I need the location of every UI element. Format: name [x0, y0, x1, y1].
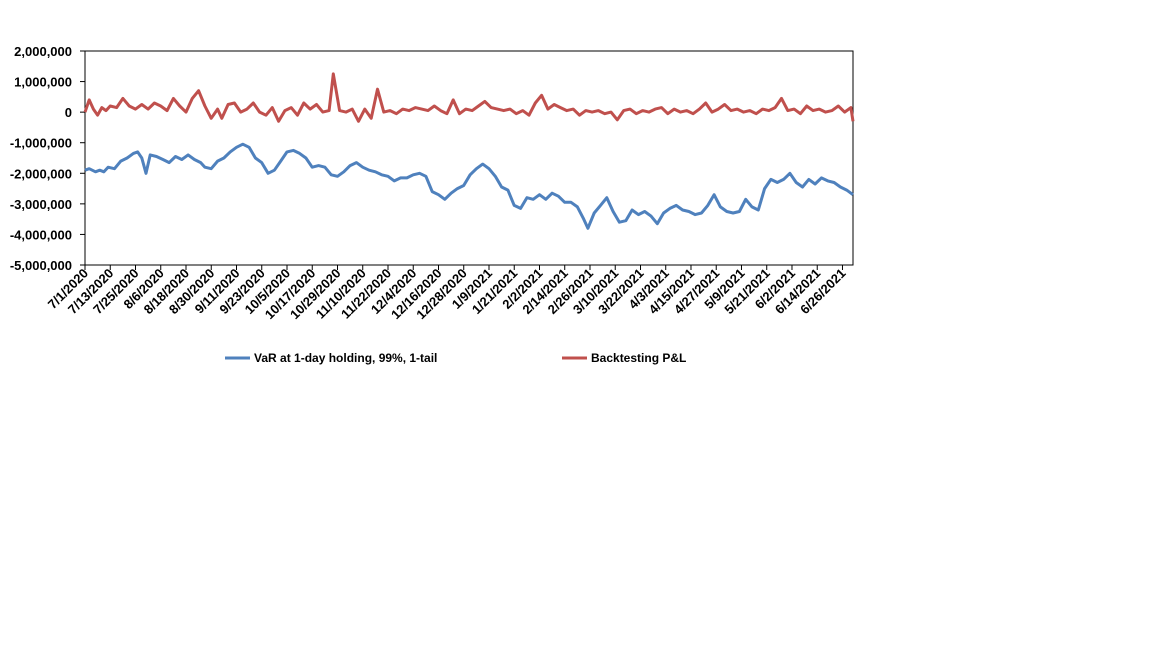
- series-line-var: [84, 142, 854, 230]
- legend: VaR at 1-day holding, 99%, 1-tail Backte…: [225, 351, 686, 365]
- y-tick-label: -3,000,000: [10, 197, 72, 212]
- y-tick-label: 1,000,000: [14, 75, 72, 90]
- y-tick-label: -1,000,000: [10, 136, 72, 151]
- y-axis: 2,000,000 1,000,000 0 -1,000,000 -2,000,000 -…: [10, 44, 85, 273]
- y-tick-label: 2,000,000: [14, 44, 72, 59]
- y-tick-label: -5,000,000: [10, 258, 72, 273]
- plot-area: [84, 50, 854, 266]
- x-axis: 7/1/20207/13/20207/25/20208/6/20208/18/2…: [45, 265, 849, 322]
- y-tick-label: -4,000,000: [10, 227, 72, 242]
- legend-label-var: VaR at 1-day holding, 99%, 1-tail: [254, 351, 437, 365]
- legend-label-pnl: Backtesting P&L: [591, 351, 686, 365]
- y-tick-label: -2,000,000: [10, 166, 72, 181]
- series-line-pnl: [83, 72, 855, 123]
- series-layer: [83, 72, 855, 230]
- y-tick-label: 0: [65, 105, 72, 120]
